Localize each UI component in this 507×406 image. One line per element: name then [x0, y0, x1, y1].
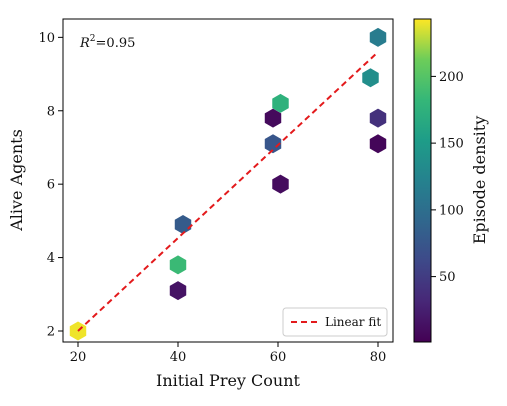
hexbin-cell-1 [169, 281, 187, 301]
colorbar [413, 18, 432, 343]
legend-box [282, 307, 388, 337]
colorbar-tick-label-200: 200 [439, 70, 464, 85]
hexbin-cell-7 [272, 174, 289, 194]
y-tick-label-10: 10 [38, 31, 55, 46]
colorbar-title: Episode density [470, 116, 489, 245]
legend-fit-label: Linear fit [325, 315, 381, 329]
y-tick-label-8: 8 [47, 104, 55, 119]
hexbin-cell-0 [69, 321, 87, 341]
x-axis: 20 40 60 80 [70, 342, 387, 365]
hexbin-cell-4 [264, 108, 282, 128]
y-axis-title: Alive Agents [7, 129, 26, 232]
r-squared-annotation: R2=0.95 [79, 34, 135, 51]
y-tick-label-2: 2 [47, 324, 55, 339]
hexbin-cell-8 [362, 68, 379, 88]
colorbar-axis: 50 100 150 200 [431, 70, 464, 285]
x-axis-title: Initial Prey Count [156, 371, 301, 390]
fit-layer [77, 51, 379, 332]
plot-area [62, 18, 394, 343]
colorbar-tick-label-50: 50 [439, 270, 456, 285]
hexbin-cell-10 [369, 108, 387, 128]
x-tick-label-60: 60 [270, 350, 287, 365]
x-tick-label-40: 40 [170, 350, 187, 365]
y-tick-label-6: 6 [47, 178, 55, 193]
hexbin-cell-5 [264, 134, 282, 154]
legend: Linear fit [282, 307, 388, 337]
colorbar-tick-label-100: 100 [439, 203, 464, 218]
hexbin-cell-11 [369, 134, 387, 154]
hexbin-layer [69, 27, 387, 341]
x-tick-label-20: 20 [70, 350, 87, 365]
hexbin-cell-2 [169, 255, 187, 275]
hexbin-cell-9 [369, 27, 387, 47]
colorbar-tick-label-150: 150 [439, 137, 464, 152]
y-tick-label-4: 4 [47, 251, 55, 266]
hexbin-cell-6 [272, 93, 289, 113]
linear-fit-line [77, 51, 379, 332]
y-axis: 2 4 6 8 10 [38, 31, 63, 339]
x-tick-label-80: 80 [370, 350, 387, 365]
hexbin-cell-3 [174, 215, 192, 235]
